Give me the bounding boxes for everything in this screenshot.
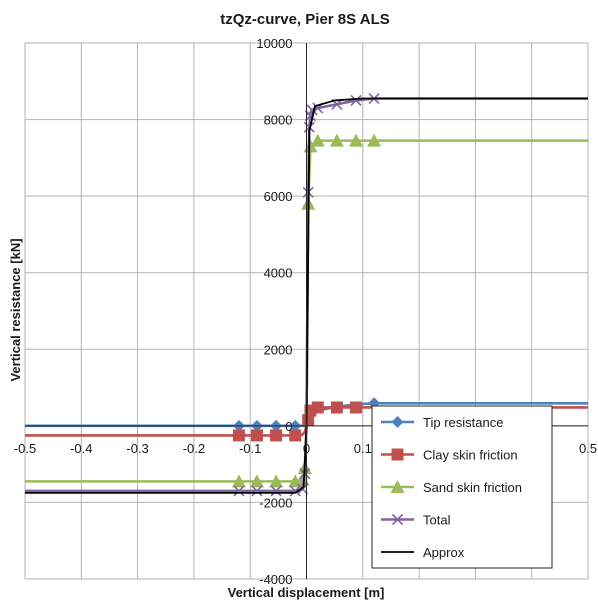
- legend-entry: Total: [381, 513, 451, 528]
- y-tick-label: 0: [285, 419, 292, 434]
- data-point: [270, 429, 283, 442]
- data-point: [296, 483, 309, 495]
- legend-marker: [390, 480, 405, 493]
- data-point: [289, 485, 301, 497]
- legend-marker: [391, 513, 404, 526]
- legend-entry: Tip resistance: [381, 415, 503, 430]
- x-axis-label: Vertical displacement [m]: [228, 585, 385, 600]
- data-point: [232, 429, 245, 442]
- chart-title: tzQz-curve, Pier 8S ALS: [220, 11, 390, 28]
- y-tick-label: 2000: [264, 342, 293, 357]
- data-point: [350, 94, 362, 106]
- y-tick-label: 6000: [264, 189, 293, 204]
- legend-entry: Approx: [381, 545, 465, 560]
- x-tick-label: 0.5: [579, 441, 597, 456]
- legend-label: Tip resistance: [423, 415, 503, 430]
- y-tick-label: 8000: [264, 113, 293, 128]
- legend-label: Total: [423, 513, 451, 528]
- x-tick-label: -0.1: [239, 441, 261, 456]
- data-point: [231, 474, 246, 488]
- data-point: [250, 429, 263, 442]
- data-point: [249, 474, 264, 488]
- legend-marker: [391, 448, 404, 461]
- data-point: [329, 133, 344, 147]
- data-point: [311, 401, 324, 414]
- legend: Tip resistance Clay skin friction Sand ski…: [371, 405, 553, 569]
- x-tick-label: -0.4: [70, 441, 92, 456]
- y-tick-label: 10000: [256, 36, 292, 51]
- series-layer: [25, 92, 588, 497]
- y-axis-label: Vertical resistance [kN]: [8, 238, 23, 381]
- legend-entry: Sand skin friction: [381, 480, 522, 495]
- x-tick-label: -0.3: [126, 441, 148, 456]
- data-point: [350, 401, 363, 414]
- data-point: [330, 401, 343, 414]
- data-point: [270, 485, 282, 497]
- data-point: [289, 429, 302, 442]
- y-tick-label: -2000: [259, 495, 292, 510]
- data-point: [251, 485, 263, 497]
- legend-label: Approx: [423, 545, 465, 560]
- series-approx: [25, 97, 588, 494]
- legend-label: Sand skin friction: [423, 480, 522, 495]
- legend-marker: [391, 416, 404, 428]
- x-tick-label: 0: [303, 441, 310, 456]
- x-tick-label: -0.2: [183, 441, 205, 456]
- legend-entry: Clay skin friction: [381, 448, 518, 463]
- legend-label: Clay skin friction: [423, 448, 518, 463]
- y-tick-label: -4000: [259, 572, 292, 587]
- series-line: [25, 97, 588, 494]
- data-point: [349, 133, 364, 147]
- data-point: [233, 485, 245, 497]
- data-point: [310, 133, 325, 147]
- data-point: [269, 474, 284, 488]
- data-point: [367, 133, 382, 147]
- x-tick-label: -0.5: [14, 441, 36, 456]
- data-point: [302, 414, 315, 427]
- x-tick-label: 0.1: [354, 441, 372, 456]
- y-tick-label: 4000: [264, 266, 293, 281]
